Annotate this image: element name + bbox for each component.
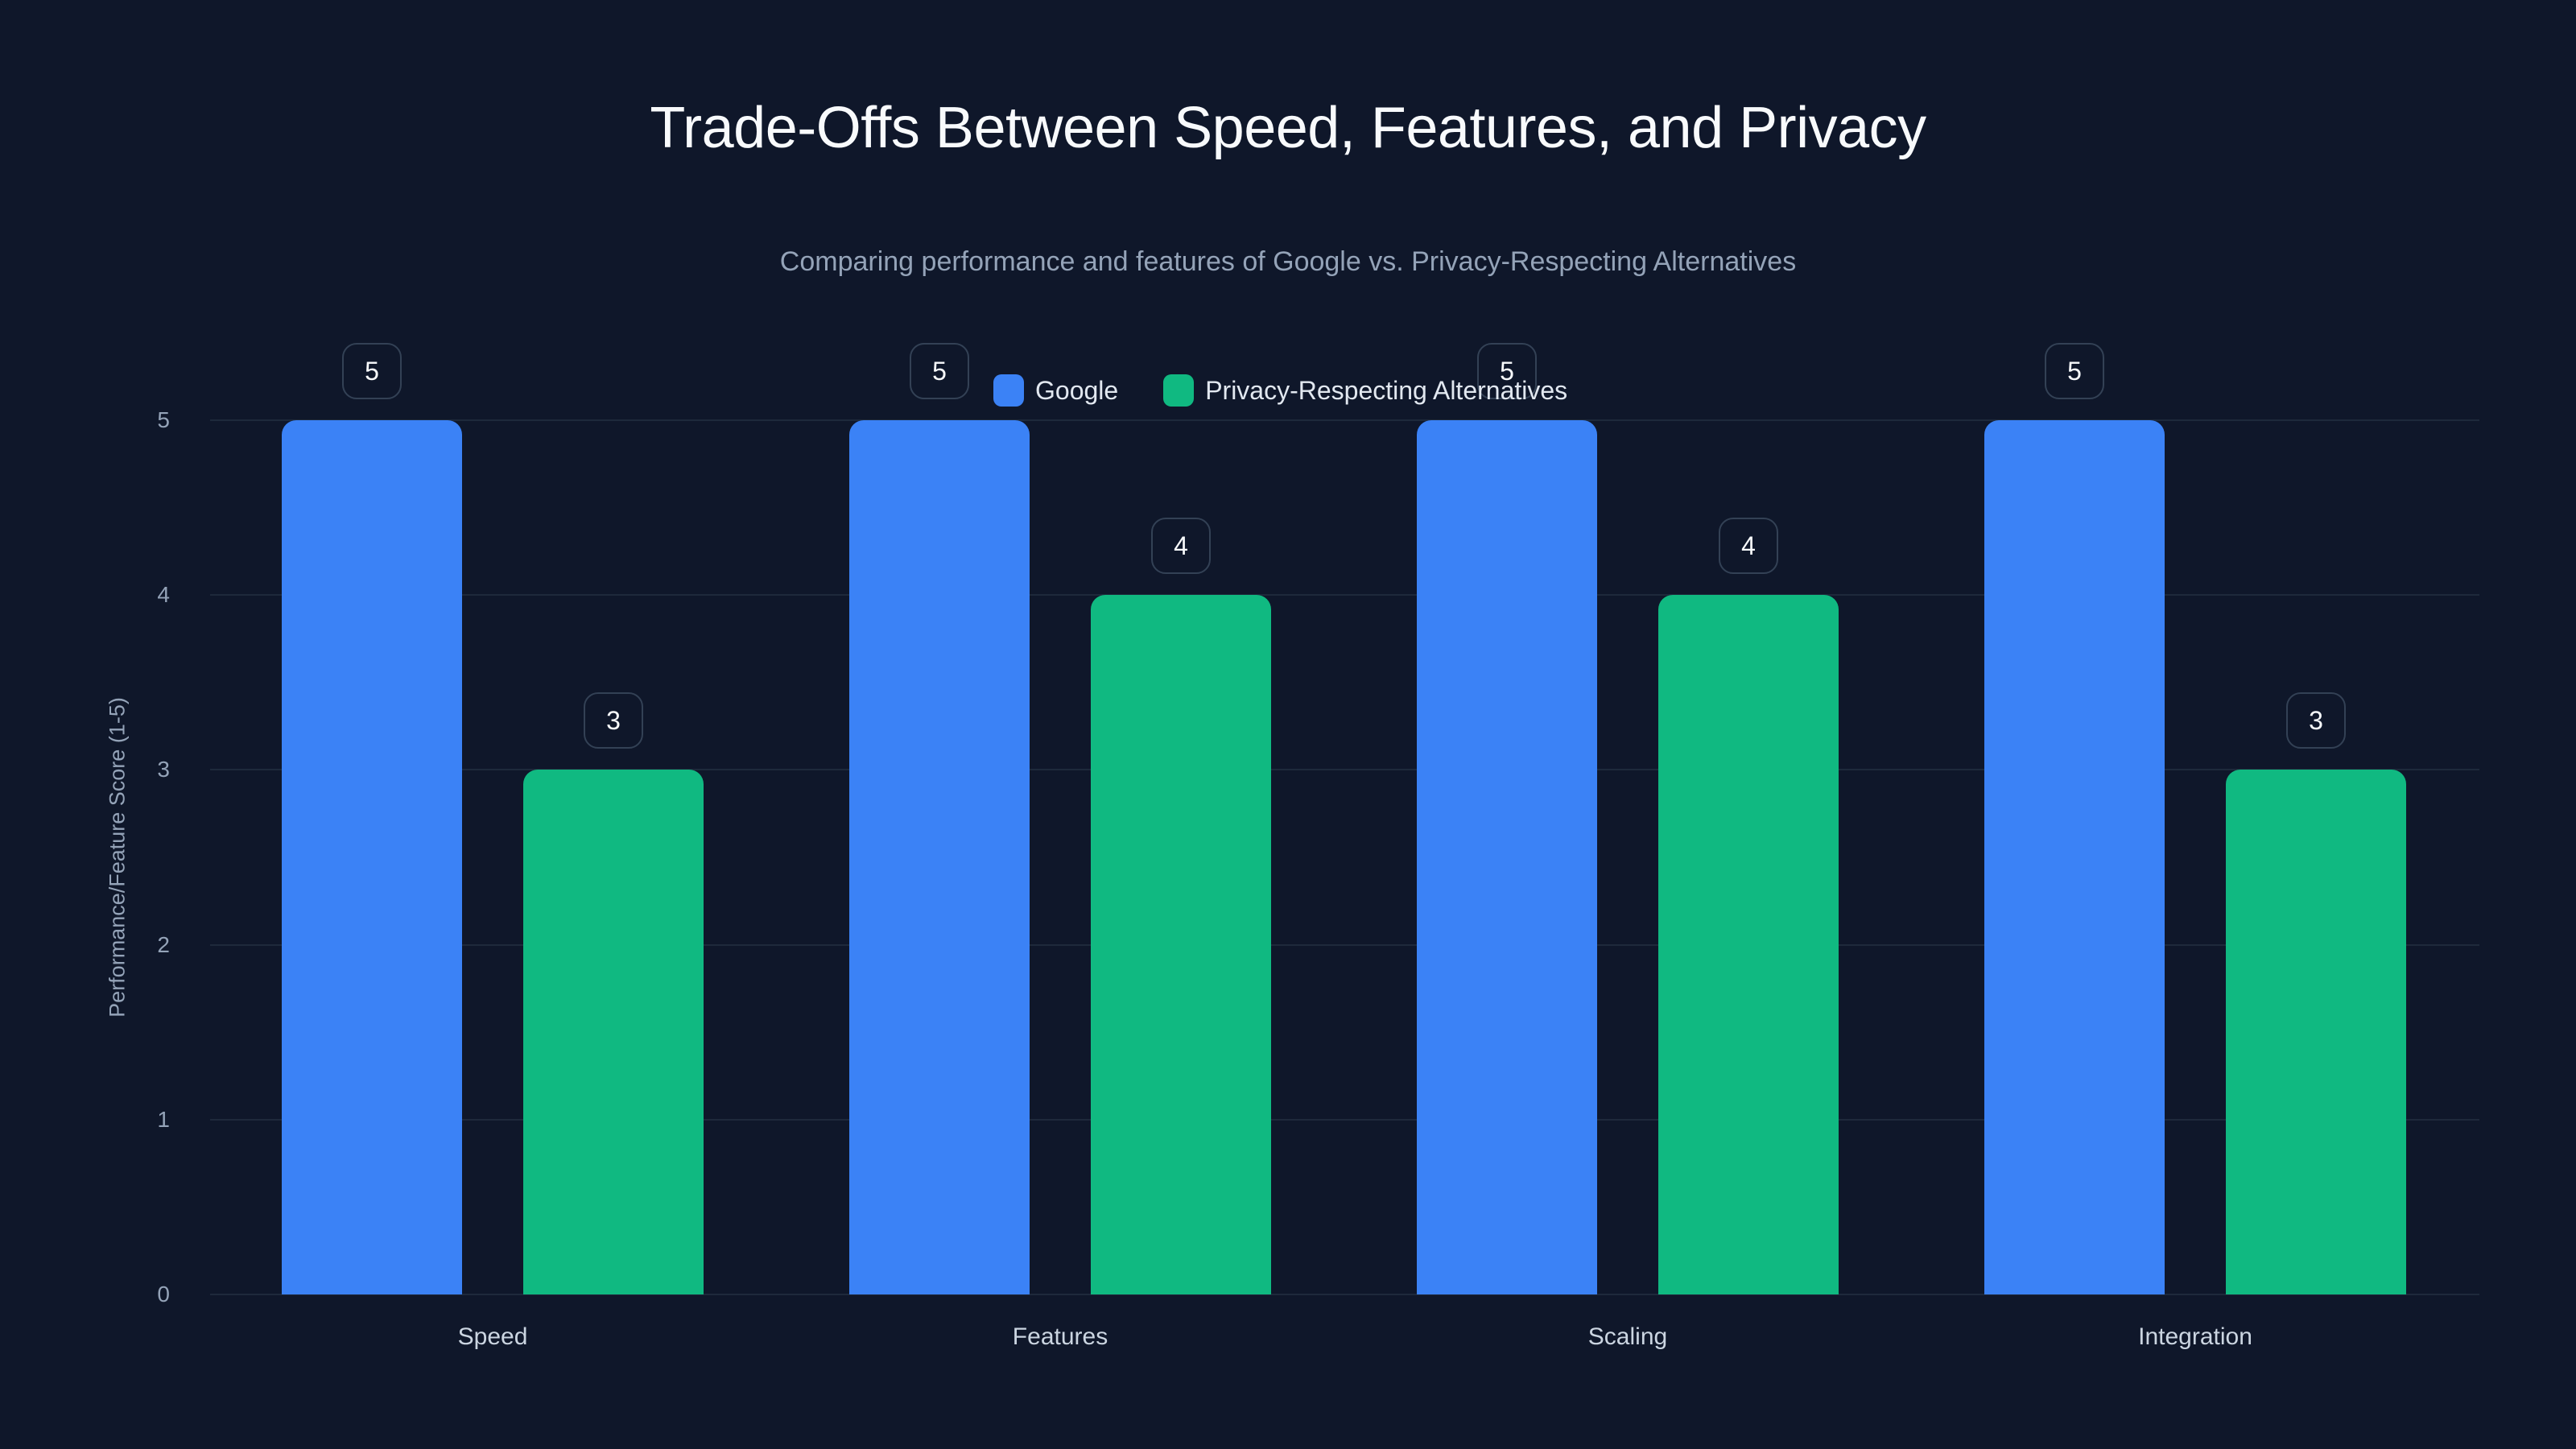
bar-features-privacy[interactable] (1091, 595, 1271, 1294)
privacy-swatch-icon (1163, 374, 1195, 407)
gridline (210, 943, 2479, 946)
bar-features-google[interactable] (849, 420, 1030, 1294)
gridline (210, 594, 2479, 597)
value-label: 4 (1719, 518, 1778, 575)
y-tick-label: 5 (157, 407, 170, 432)
value-label: 3 (584, 692, 643, 749)
x-tick-label: Integration (2138, 1323, 2252, 1350)
value-label: 5 (1477, 343, 1537, 399)
x-tick-label: Speed (457, 1323, 528, 1350)
chart-subtitle: Comparing performance and features of Go… (779, 246, 1797, 277)
legend-label: Google (1035, 375, 1119, 405)
value-label: 5 (910, 343, 969, 399)
gridline (210, 769, 2479, 771)
value-label: 5 (342, 343, 402, 399)
legend-item-privacy[interactable]: Privacy-Respecting Alternatives (1163, 374, 1567, 407)
bar-speed-privacy[interactable] (523, 770, 704, 1294)
legend: Google Privacy-Respecting Alternatives (993, 374, 1612, 407)
y-axis-label: Performance/Feature Score (1-5) (105, 697, 130, 1018)
bar-scaling-google[interactable] (1417, 420, 1597, 1294)
bar-integration-google[interactable] (1984, 420, 2165, 1294)
value-label: 3 (2286, 692, 2346, 749)
plot-area: 0 1 2 3 4 5 5 3 5 4 5 4 5 3 (157, 343, 2479, 1307)
gridline (210, 419, 2479, 421)
x-tick-label: Features (1012, 1323, 1108, 1350)
bar-speed-google[interactable] (282, 420, 462, 1294)
google-swatch-icon (993, 374, 1024, 407)
gridline (210, 1294, 2479, 1295)
value-label: 4 (1151, 518, 1211, 575)
y-tick-label: 4 (157, 582, 170, 608)
y-tick-label: 3 (157, 757, 170, 782)
x-tick-label: Scaling (1587, 1323, 1668, 1350)
gridline (210, 1118, 2479, 1121)
value-label: 5 (2045, 343, 2104, 399)
legend-item-google[interactable]: Google (993, 374, 1118, 407)
legend-label: Privacy-Respecting Alternatives (1205, 375, 1568, 405)
chart-title: Trade-Offs Between Speed, Features, and … (650, 96, 1926, 160)
y-tick-label: 1 (157, 1106, 170, 1132)
bar-scaling-privacy[interactable] (1658, 595, 1839, 1294)
bar-integration-privacy[interactable] (2226, 770, 2406, 1294)
y-tick-label: 0 (157, 1282, 170, 1307)
y-tick-label: 2 (157, 931, 170, 957)
